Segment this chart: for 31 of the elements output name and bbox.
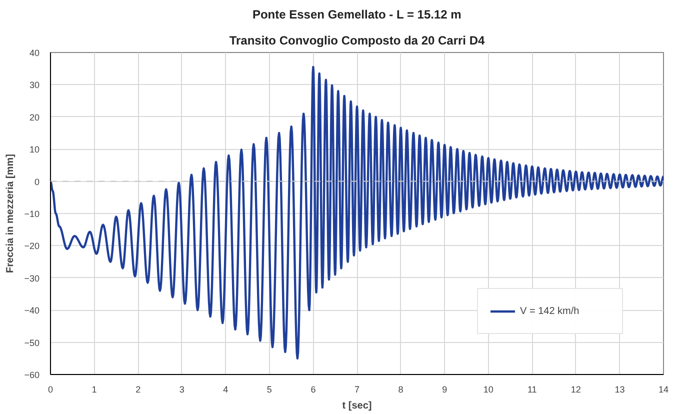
y-tick-label: −50 [24,338,40,348]
x-tick-label: 14 [658,384,669,394]
x-tick-label: 9 [442,384,448,394]
legend-label: V = 142 km/h [520,306,580,316]
y-tick-label: −20 [24,241,40,252]
y-tick-label: 20 [29,112,40,122]
x-tick-label: 11 [527,384,537,394]
y-tick-label: 10 [29,144,40,155]
x-tick-label: 3 [179,384,184,394]
x-tick-label: 6 [310,384,316,394]
x-tick-label: 0 [48,384,54,394]
x-tick-label: 8 [398,384,404,394]
chart-subtitle: Transito Convoglio Composto da 20 Carri D4 [229,34,486,48]
y-tick-label: −40 [24,306,40,316]
x-tick-label: 2 [136,384,141,394]
x-tick-label: 1 [92,384,97,394]
y-tick-label: −30 [24,273,40,284]
x-axis-title: t [sec] [342,400,372,412]
y-tick-label: −10 [24,209,40,219]
x-tick-label: 7 [354,384,360,394]
y-axis-title: Freccia in mezzeria [mm] [5,154,16,273]
y-tick-label: 30 [29,80,40,90]
x-tick-label: 13 [614,384,625,394]
y-tick-label: 40 [29,48,40,58]
chart-title: Ponte Essen Gemellato - L = 15.12 m [252,8,462,22]
x-tick-label: 4 [223,384,228,394]
x-tick-label: 12 [570,384,581,394]
y-tick-label: 0 [34,176,40,187]
x-tick-label: 10 [483,384,494,394]
y-tick-label: −60 [24,370,40,380]
x-tick-label: 5 [266,384,272,394]
